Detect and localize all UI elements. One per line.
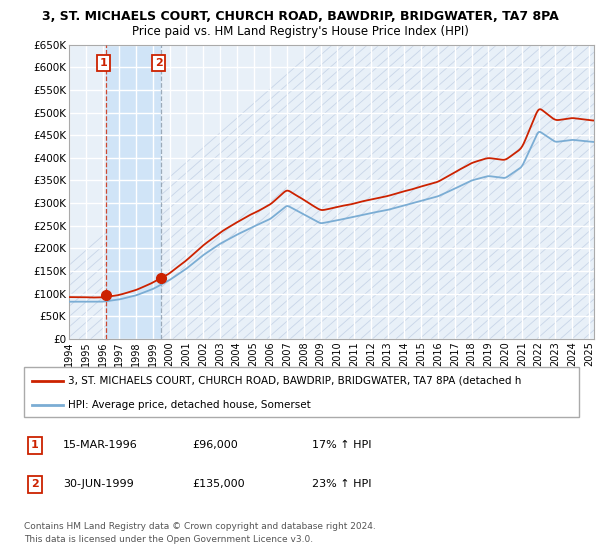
Text: Contains HM Land Registry data © Crown copyright and database right 2024.: Contains HM Land Registry data © Crown c… xyxy=(24,522,376,531)
Text: 30-JUN-1999: 30-JUN-1999 xyxy=(63,479,134,489)
Text: 2: 2 xyxy=(31,479,38,489)
Text: This data is licensed under the Open Government Licence v3.0.: This data is licensed under the Open Gov… xyxy=(24,535,313,544)
Text: 1: 1 xyxy=(100,58,107,68)
Bar xyxy=(106,45,161,339)
Text: £96,000: £96,000 xyxy=(192,440,238,450)
Text: 15-MAR-1996: 15-MAR-1996 xyxy=(63,440,138,450)
Text: 3, ST. MICHAELS COURT, CHURCH ROAD, BAWDRIP, BRIDGWATER, TA7 8PA: 3, ST. MICHAELS COURT, CHURCH ROAD, BAWD… xyxy=(41,10,559,23)
Text: 23% ↑ HPI: 23% ↑ HPI xyxy=(312,479,371,489)
Text: 2: 2 xyxy=(155,58,163,68)
Text: Price paid vs. HM Land Registry's House Price Index (HPI): Price paid vs. HM Land Registry's House … xyxy=(131,25,469,38)
Text: HPI: Average price, detached house, Somerset: HPI: Average price, detached house, Some… xyxy=(68,400,311,409)
Text: 3, ST. MICHAELS COURT, CHURCH ROAD, BAWDRIP, BRIDGWATER, TA7 8PA (detached h: 3, ST. MICHAELS COURT, CHURCH ROAD, BAWD… xyxy=(68,376,522,386)
Text: £135,000: £135,000 xyxy=(192,479,245,489)
Text: 17% ↑ HPI: 17% ↑ HPI xyxy=(312,440,371,450)
Text: 1: 1 xyxy=(31,440,38,450)
